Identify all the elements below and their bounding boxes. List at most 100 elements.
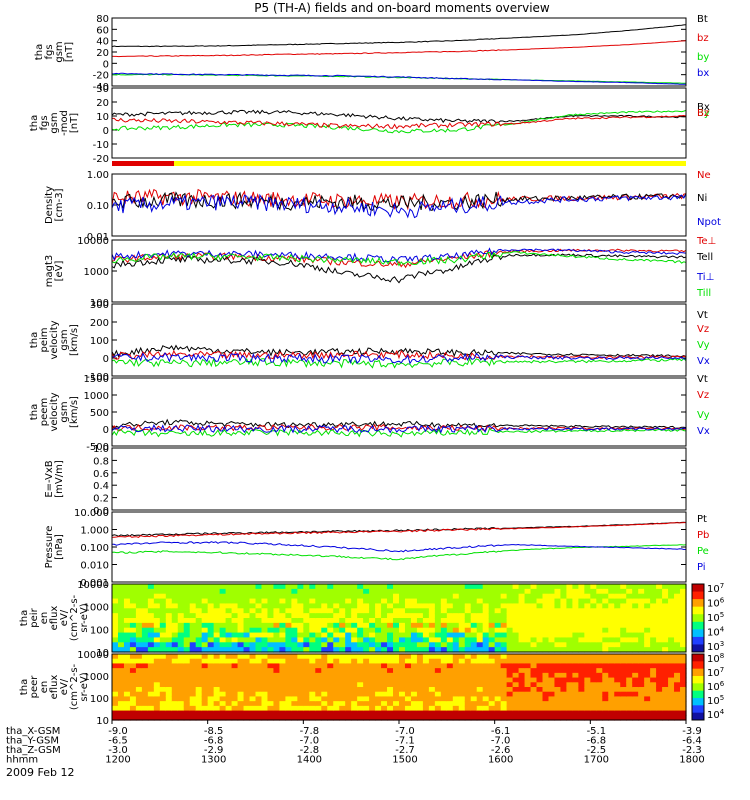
heatmap-cell bbox=[572, 715, 579, 721]
heatmap-cell bbox=[422, 663, 430, 669]
heatmap-cell bbox=[219, 715, 227, 721]
heatmap-cell bbox=[572, 672, 579, 679]
heatmap-cell bbox=[530, 715, 538, 721]
heatmap-cell bbox=[237, 658, 245, 665]
heatmap-cell bbox=[189, 668, 197, 674]
heatmap-cell bbox=[225, 598, 233, 605]
heatmap-cell bbox=[608, 715, 615, 721]
heatmap-cell bbox=[135, 603, 143, 609]
heatmap-cell bbox=[189, 593, 197, 600]
heatmap-cell bbox=[482, 608, 490, 614]
heatmap-cell bbox=[428, 682, 436, 688]
heatmap-cell bbox=[404, 647, 412, 653]
legend-ni: Ni bbox=[697, 193, 707, 204]
heatmap-cell bbox=[662, 637, 669, 643]
heatmap-cell bbox=[183, 663, 191, 669]
heatmap-cell bbox=[243, 593, 251, 600]
heatmap-cell bbox=[512, 710, 520, 716]
heatmap-cell bbox=[590, 613, 597, 619]
heatmap-cell bbox=[434, 598, 442, 605]
heatmap-cell bbox=[542, 701, 550, 707]
heatmap-cell bbox=[530, 691, 538, 698]
panel-frame bbox=[111, 17, 687, 87]
heatmap-cell bbox=[309, 603, 316, 609]
heatmap-cell bbox=[237, 647, 245, 653]
heatmap-cell bbox=[333, 608, 340, 614]
heatmap-cell bbox=[566, 658, 573, 665]
series-tell-line bbox=[111, 253, 687, 284]
heatmap-cell bbox=[153, 701, 161, 707]
heatmap-cell bbox=[177, 588, 185, 595]
heatmap-cell bbox=[327, 705, 334, 712]
heatmap-cell bbox=[554, 672, 562, 679]
heatmap-cell bbox=[273, 627, 281, 634]
heatmap-cell bbox=[213, 696, 221, 702]
heatmap-cell bbox=[524, 691, 532, 698]
heatmap-cell bbox=[393, 658, 400, 665]
heatmap-cell bbox=[165, 613, 173, 619]
heatmap-cell bbox=[291, 588, 298, 595]
heatmap-cell bbox=[614, 588, 621, 595]
heatmap-cell bbox=[255, 672, 263, 679]
heatmap-cell bbox=[321, 682, 328, 688]
heatmap-cell bbox=[357, 618, 364, 624]
heatmap-cell bbox=[434, 677, 442, 683]
heatmap-cell bbox=[303, 613, 310, 619]
heatmap-cell bbox=[285, 593, 292, 600]
heatmap-cell bbox=[303, 672, 310, 679]
heatmap-cell bbox=[650, 701, 657, 707]
heatmap-cell bbox=[572, 677, 579, 683]
heatmap-cell bbox=[177, 687, 185, 693]
heatmap-cell bbox=[512, 593, 520, 600]
heatmap-cell bbox=[375, 654, 382, 660]
heatmap-cell bbox=[369, 663, 376, 669]
heatmap-cell bbox=[297, 691, 304, 698]
heatmap-cell bbox=[303, 627, 310, 634]
heatmap-cell bbox=[608, 654, 615, 660]
heatmap-cell bbox=[614, 696, 621, 702]
heatmap-cell bbox=[297, 658, 304, 665]
heatmap-cell bbox=[578, 608, 585, 614]
heatmap-cell bbox=[369, 613, 376, 619]
heatmap-cell bbox=[530, 705, 538, 712]
heatmap-cell bbox=[542, 658, 550, 665]
heatmap-cell bbox=[596, 677, 603, 683]
heatmap-cell bbox=[638, 672, 645, 679]
heatmap-cell bbox=[357, 672, 364, 679]
ytick-label: 10.000 bbox=[74, 508, 109, 519]
heatmap-cell bbox=[422, 608, 430, 614]
heatmap-cell bbox=[189, 632, 197, 639]
heatmap-cell bbox=[650, 637, 657, 643]
heatmap-cell bbox=[165, 658, 173, 665]
heatmap-cell bbox=[159, 627, 167, 634]
xaxis-tick-label: -2.9 bbox=[204, 745, 224, 756]
xaxis-tick-label: -2.8 bbox=[300, 745, 320, 756]
heatmap-cell bbox=[458, 658, 466, 665]
heatmap-cell bbox=[303, 603, 310, 609]
heatmap-cell bbox=[488, 682, 496, 688]
heatmap-cell bbox=[375, 663, 382, 669]
heatmap-cell bbox=[560, 710, 568, 716]
heatmap-cell bbox=[656, 588, 663, 595]
heatmap-cell bbox=[357, 593, 364, 600]
heatmap-cell bbox=[614, 647, 621, 653]
heatmap-cell bbox=[500, 627, 508, 634]
xaxis-tick-label: -2.5 bbox=[587, 745, 607, 756]
heatmap-cell bbox=[357, 637, 364, 643]
heatmap-cell bbox=[680, 677, 687, 683]
heatmap-cell bbox=[668, 632, 675, 639]
heatmap-cell bbox=[141, 637, 149, 643]
heatmap-cell bbox=[387, 668, 394, 674]
heatmap-cell bbox=[351, 613, 358, 619]
heatmap-cell bbox=[177, 677, 185, 683]
heatmap-cell bbox=[662, 668, 669, 674]
heatmap-cell bbox=[500, 608, 508, 614]
heatmap-cell bbox=[614, 613, 621, 619]
heatmap-cell bbox=[249, 696, 257, 702]
heatmap-cell bbox=[674, 677, 681, 683]
heatmap-cell bbox=[117, 608, 125, 614]
heatmap-cell bbox=[213, 637, 221, 643]
heatmap-cell bbox=[524, 627, 532, 634]
heatmap-cell bbox=[315, 668, 322, 674]
heatmap-cell bbox=[428, 603, 436, 609]
